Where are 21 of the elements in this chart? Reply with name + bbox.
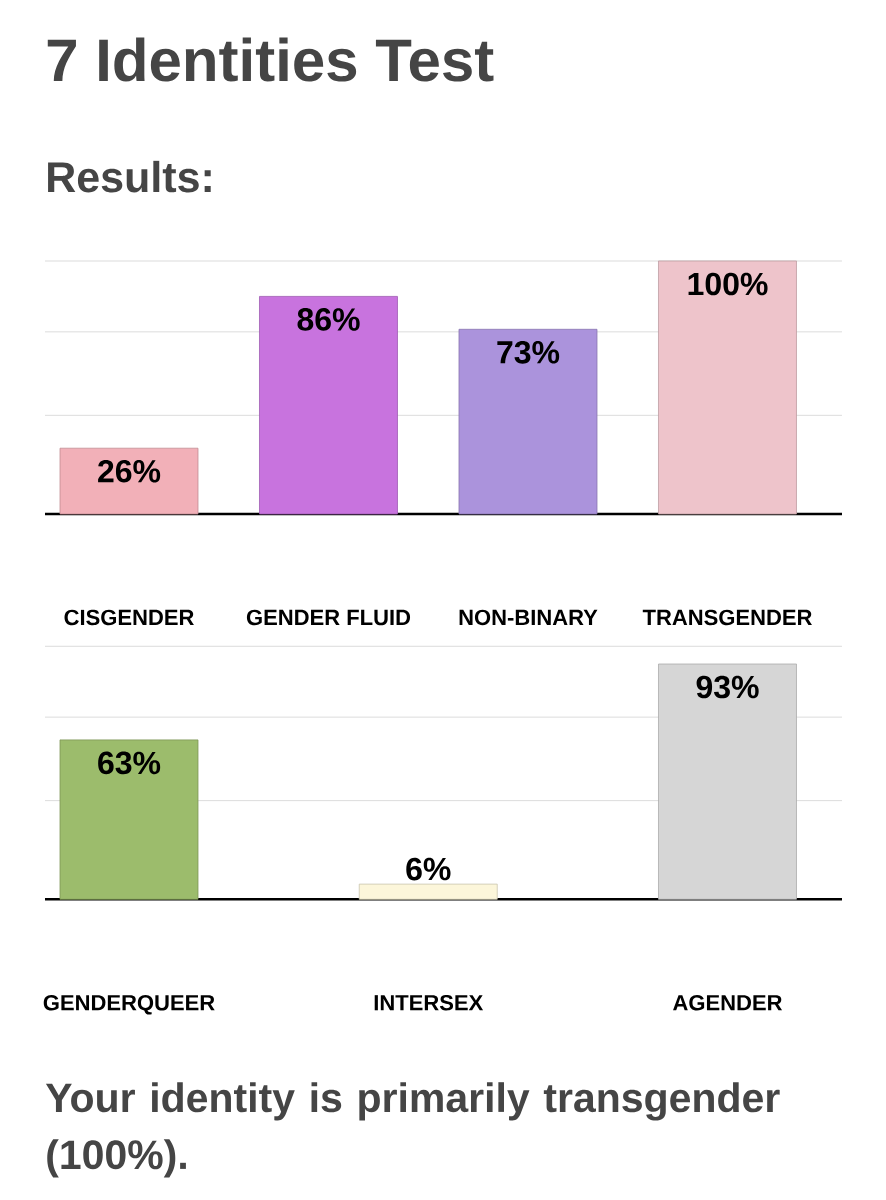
data-label: 86% (297, 308, 360, 331)
data-label: 73% (497, 340, 560, 364)
bar (458, 328, 598, 515)
bar (658, 260, 797, 515)
x-tick-label: CISGENDER (64, 609, 194, 626)
data-label: 26% (98, 459, 161, 483)
chart-title: 7 Identities Test (47, 37, 494, 82)
x-tick-label: AGENDER (673, 994, 783, 1011)
x-tick-label: NON-BINARY (459, 609, 598, 626)
bar (59, 447, 199, 515)
data-label: 6% (406, 857, 451, 881)
x-tick-label: GENDERQUEER (43, 994, 215, 1015)
x-tick-label: GENDER FLUID (246, 609, 411, 626)
data-label: 93% (696, 675, 759, 699)
chart-subtitle: Results: (48, 160, 211, 193)
bar (259, 296, 398, 515)
x-tick-label: INTERSEX (374, 994, 484, 1011)
data-label: 100% (688, 272, 768, 296)
text: Your identity is primarily transgender (100%). (45, 1082, 780, 1178)
data-label: 63% (98, 751, 161, 775)
x-tick-label: TRANSGENDER (642, 609, 812, 626)
